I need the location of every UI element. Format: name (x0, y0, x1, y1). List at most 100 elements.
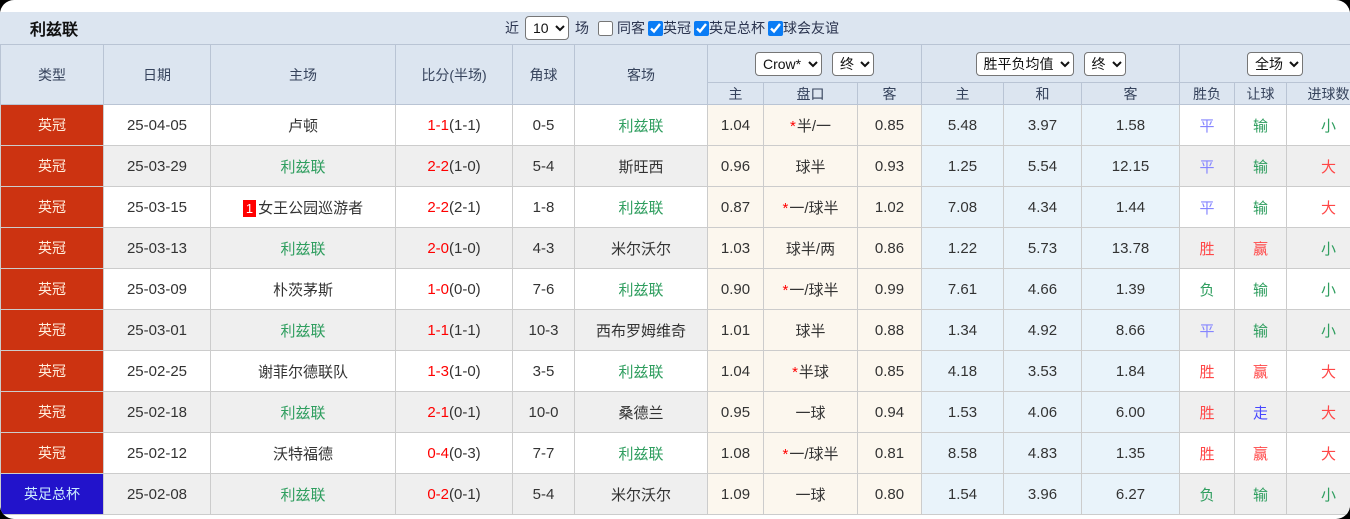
handicap-result-cell: 输 (1234, 473, 1288, 515)
score-cell: 0-4(0-3) (395, 432, 513, 474)
avg-draw-cell: 5.73 (1003, 227, 1082, 269)
goals-cell: 小 (1286, 473, 1350, 515)
corners-cell: 4-3 (512, 227, 575, 269)
star-icon: * (792, 363, 798, 381)
odds-home-cell: 0.96 (707, 145, 764, 187)
avg-period-select[interactable]: 终 (1083, 51, 1126, 76)
home-team-cell: 谢菲尔德联队 (210, 350, 396, 392)
titlebar: 利兹联 近 10 场 同客 英冠 英足总杯 球会友谊 (0, 12, 1350, 44)
odds-home-cell: 0.95 (707, 391, 764, 433)
match-type-badge: 英足总杯 (0, 473, 104, 515)
away-team-name: 利兹联 (618, 199, 664, 217)
away-team-name: 利兹联 (618, 445, 664, 463)
star-icon: * (782, 445, 789, 463)
bookmaker-select[interactable]: Crow* (755, 51, 822, 76)
home-team-name: 利兹联 (280, 158, 326, 176)
star-icon: * (782, 281, 789, 299)
halftime-score: (1-0) (449, 239, 481, 257)
result-cell: 负 (1179, 268, 1236, 310)
odds-away-cell: 0.99 (857, 268, 922, 310)
handicap-cell: 球半 (763, 309, 858, 351)
avg-home-cell: 1.34 (921, 309, 1004, 351)
league-filter-checkbox-facup[interactable] (694, 20, 709, 36)
handicap-result-cell: 赢 (1234, 227, 1288, 269)
match-type-badge: 英冠 (0, 268, 104, 310)
date-cell: 25-03-09 (103, 268, 211, 310)
handicap-result-cell: 输 (1234, 104, 1288, 146)
home-team-name: 谢菲尔德联队 (257, 363, 348, 381)
avg-away-cell: 8.66 (1080, 309, 1181, 351)
col-header-corners: 角球 (512, 44, 575, 105)
near-label: 近 (505, 20, 519, 36)
fulltime-score: 1-1 (427, 116, 449, 134)
home-team-cell: 利兹联 (210, 391, 396, 433)
sub-header-odds-away: 客 (857, 82, 922, 105)
date-cell: 25-04-05 (103, 104, 211, 146)
goals-cell: 大 (1286, 432, 1350, 474)
result-cell: 胜 (1179, 227, 1236, 269)
avg-draw-cell: 4.66 (1003, 268, 1082, 310)
same-away-label: 同客 (617, 20, 645, 36)
corners-cell: 10-3 (512, 309, 575, 351)
avg-draw-cell: 3.96 (1003, 473, 1082, 515)
league-filter-checkbox-championship[interactable] (648, 20, 663, 36)
handicap-text: 半球 (798, 363, 829, 381)
halftime-score: (1-1) (449, 321, 481, 339)
handicap-cell: *半/一 (763, 104, 858, 146)
avg-away-cell: 1.44 (1080, 186, 1181, 228)
sub-header-avg-draw: 和 (1003, 82, 1082, 105)
result-cell: 平 (1179, 309, 1236, 351)
home-team-cell: 朴茨茅斯 (210, 268, 396, 310)
odds-home-cell: 1.04 (707, 350, 764, 392)
handicap-cell: *半球 (763, 350, 858, 392)
handicap-result-cell: 输 (1234, 186, 1288, 228)
home-team-cell: 利兹联 (210, 309, 396, 351)
result-cell: 平 (1179, 186, 1236, 228)
sub-header-odds-home: 主 (707, 82, 764, 105)
score-cell: 1-1(1-1) (395, 104, 513, 146)
same-away-checkbox[interactable] (598, 20, 613, 36)
handicap-result-cell: 走 (1234, 391, 1288, 433)
avg-home-cell: 7.08 (921, 186, 1004, 228)
handicap-text: 球半 (795, 322, 826, 340)
scope-select[interactable]: 全场 (1247, 51, 1304, 76)
match-type-badge: 英冠 (0, 391, 104, 433)
score-cell: 2-2(1-0) (395, 145, 513, 187)
halftime-score: (1-0) (449, 157, 481, 175)
goals-cell: 小 (1286, 104, 1350, 146)
match-type-badge: 英冠 (0, 227, 104, 269)
table-row: 英冠 25-03-01 利兹联 1-1(1-1) 10-3 西布罗姆维奇 1.0… (0, 309, 1350, 351)
odds-home-cell: 1.08 (707, 432, 764, 474)
bookmaker-period-select[interactable]: 终 (832, 51, 874, 76)
recent-count-select[interactable]: 10 (525, 16, 569, 40)
odds-away-cell: 0.80 (857, 473, 922, 515)
home-team-cell: 利兹联 (210, 227, 396, 269)
score-cell: 1-0(0-0) (395, 268, 513, 310)
halftime-score: (0-3) (449, 444, 481, 462)
match-type-badge: 英冠 (0, 309, 104, 351)
score-cell: 2-1(0-1) (395, 391, 513, 433)
league-filter-checkbox-friendly[interactable] (768, 20, 783, 36)
corners-cell: 3-5 (512, 350, 575, 392)
avg-draw-cell: 4.34 (1003, 186, 1082, 228)
away-team-cell: 西布罗姆维奇 (574, 309, 708, 351)
odds-away-cell: 0.88 (857, 309, 922, 351)
avg-draw-cell: 3.97 (1003, 104, 1082, 146)
avg-type-select[interactable]: 胜平负均值 (975, 51, 1074, 76)
corners-cell: 10-0 (512, 391, 575, 433)
handicap-text: 球半 (795, 158, 826, 176)
avg-away-cell: 6.00 (1080, 391, 1181, 433)
score-cell: 2-0(1-0) (395, 227, 513, 269)
away-team-name: 利兹联 (618, 117, 664, 135)
date-cell: 25-02-08 (103, 473, 211, 515)
handicap-text: 一球 (795, 404, 826, 422)
avg-away-cell: 1.84 (1080, 350, 1181, 392)
star-icon: * (782, 199, 789, 217)
handicap-text: 一/球半 (789, 281, 839, 299)
result-cell: 平 (1179, 104, 1236, 146)
handicap-cell: 球半 (763, 145, 858, 187)
goals-cell: 小 (1286, 227, 1350, 269)
sub-header-result: 胜负 (1179, 82, 1236, 105)
fulltime-score: 1-3 (427, 362, 449, 380)
fulltime-score: 2-1 (427, 403, 449, 421)
